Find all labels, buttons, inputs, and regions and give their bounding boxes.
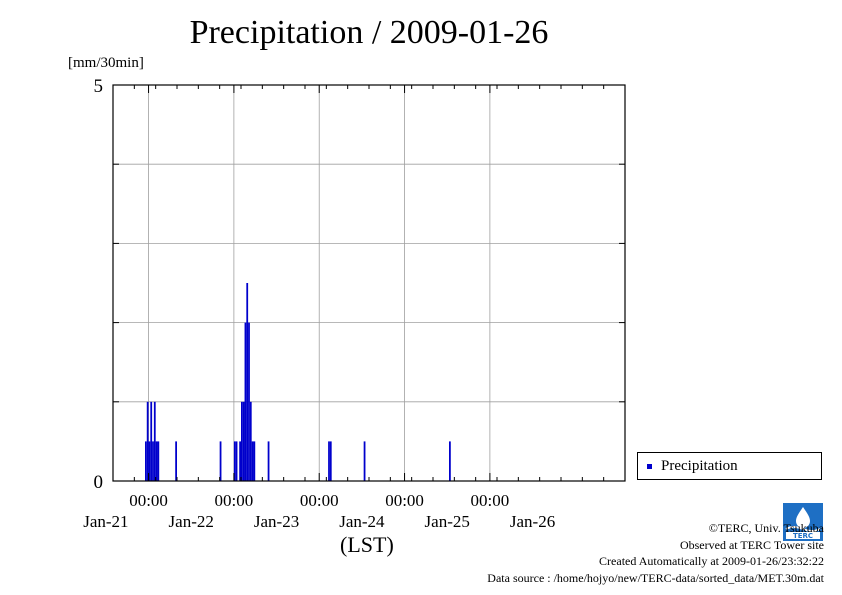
precipitation-bar — [246, 283, 249, 481]
precipitation-bar — [235, 441, 238, 481]
precipitation-bar — [150, 401, 153, 481]
precipitation-bar — [153, 401, 156, 481]
x-axis-caption: (LST) — [340, 532, 394, 557]
precipitation-bar — [239, 441, 241, 481]
precipitation-bar — [233, 441, 236, 481]
precipitation-bar — [249, 401, 252, 481]
grid-lines — [113, 85, 625, 481]
y-axis-unit-label: [mm/30min] — [68, 55, 144, 71]
plot-frame — [112, 84, 626, 482]
legend-label: Precipitation — [661, 458, 738, 474]
precipitation-bar — [329, 441, 332, 481]
axis-ticks — [112, 84, 626, 482]
x-date-label: Jan-25 — [425, 512, 470, 531]
x-time-label: 00:00 — [300, 491, 339, 510]
precipitation-bar — [155, 441, 158, 481]
precipitation-bar — [175, 441, 177, 481]
x-time-label: 00:00 — [385, 491, 424, 510]
y-tick-label: 0 — [94, 472, 104, 493]
x-date-label: Jan-22 — [169, 512, 214, 531]
data-source-text: Data source : /home/hojyo/new/TERC-data/… — [487, 570, 824, 585]
x-time-label: 00:00 — [471, 491, 510, 510]
precipitation-bar — [248, 322, 250, 481]
site-text: Observed at TERC Tower site — [679, 537, 824, 552]
precipitation-bar — [148, 441, 151, 481]
x-date-label: Jan-23 — [254, 512, 299, 531]
logo-text: TERC — [793, 532, 813, 540]
terc-logo-icon: TERC — [783, 503, 823, 541]
legend: Precipitation — [637, 452, 822, 480]
precipitation-bar — [219, 441, 222, 481]
precipitation-bar — [253, 441, 256, 481]
x-date-label: Jan-21 — [83, 512, 128, 531]
precipitation-bar — [241, 401, 243, 481]
x-time-label: 00:00 — [129, 491, 168, 510]
chart-title: Precipitation / 2009-01-26 — [189, 14, 549, 51]
precipitation-bar — [251, 441, 254, 481]
copyright-text: ©TERC, Univ. Tsukuba — [708, 521, 824, 535]
precipitation-bar — [328, 441, 330, 481]
precipitation-bar — [449, 441, 451, 481]
precipitation-bar — [152, 441, 154, 481]
precipitation-bar — [242, 401, 245, 481]
precipitation-bar — [363, 441, 366, 481]
created-text: Created Automatically at 2009-01-26/23:3… — [599, 554, 824, 568]
precipitation-bar — [145, 441, 147, 481]
x-date-label: Jan-26 — [510, 512, 555, 531]
x-time-label: 00:00 — [215, 491, 254, 510]
precipitation-bar — [267, 441, 270, 481]
legend-swatch — [647, 464, 652, 469]
credits: ©TERC, Univ. Tsukuba Observed at TERC To… — [487, 520, 824, 586]
precipitation-bar — [146, 401, 149, 481]
precipitation-bar — [244, 322, 247, 481]
y-tick-label: 5 — [94, 76, 104, 97]
precipitation-bar — [157, 441, 160, 481]
x-date-label: Jan-24 — [339, 512, 385, 531]
precipitation-bars — [145, 283, 451, 481]
